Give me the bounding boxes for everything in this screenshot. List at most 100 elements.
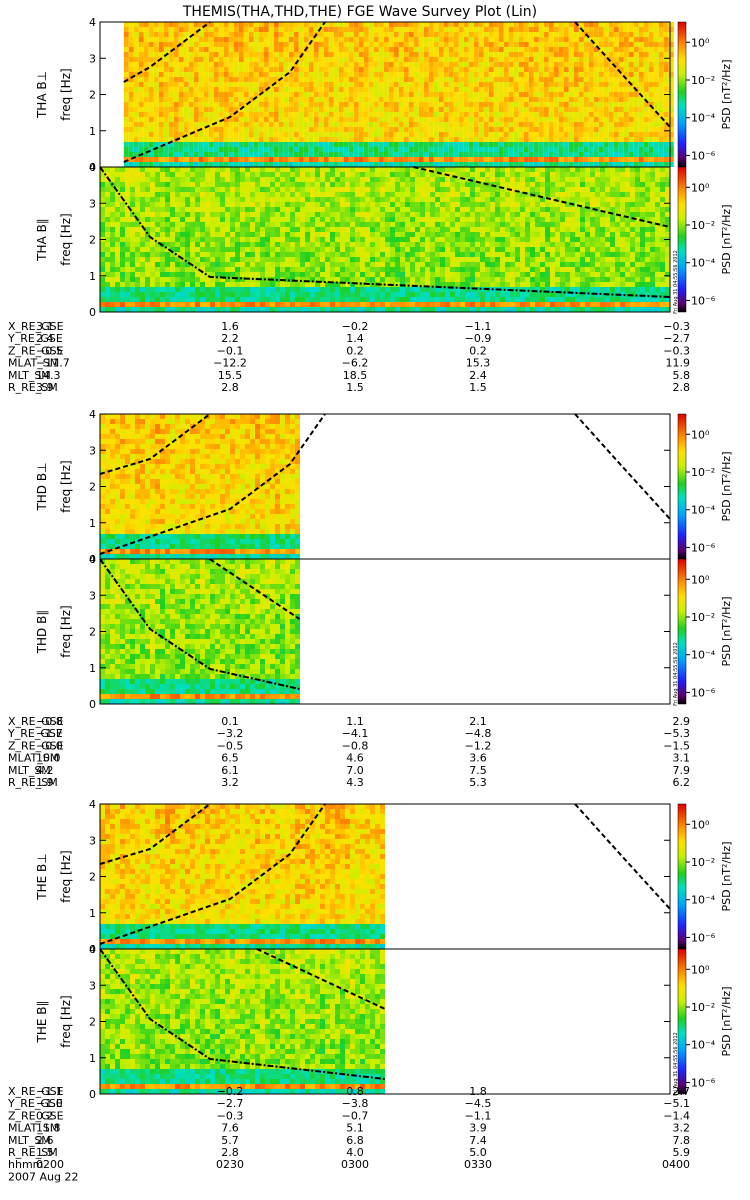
- colorbar-tick-label: 10⁰: [691, 428, 710, 441]
- ephemeris-row-label: MLAT_SM: [8, 752, 59, 765]
- x-tick-label: 0230: [216, 1158, 244, 1171]
- ephemeris-value: 0.2: [346, 344, 364, 357]
- ephemeris-value: −0.3: [663, 344, 690, 357]
- y-tick-label: 2: [89, 234, 96, 247]
- ephemeris-row-label: R_RE_SM: [8, 381, 58, 394]
- colorbar-tick-label: 10⁻⁴: [691, 649, 716, 662]
- y-tick-label: 3: [89, 52, 96, 65]
- colorbar-tick-label: 10⁻⁴: [691, 1039, 716, 1052]
- colorbar-tick-label: 10⁻⁴: [691, 257, 716, 270]
- ephemeris-value: 5.3: [469, 776, 487, 789]
- ephemeris-value: 2.9: [673, 715, 691, 728]
- colorbar-tick-label: 10⁻⁶: [691, 1076, 716, 1089]
- cyclotron-curve: [99, 558, 300, 690]
- ephemeris-value: 15.5: [218, 369, 243, 382]
- ephemeris-value: −1.5: [663, 739, 690, 752]
- ephemeris-value: −0.3: [663, 320, 690, 333]
- cyclotron-curve: [99, 803, 326, 945]
- colorbar: [677, 21, 687, 168]
- y-tick-label: 1: [89, 662, 96, 675]
- ephemeris-value: 5.1: [346, 1122, 364, 1135]
- ephemeris-value: 6.8: [346, 1134, 364, 1147]
- y-tick-label: 2: [89, 626, 96, 639]
- ephemeris-value: 1.1: [346, 715, 364, 728]
- y-tick-label: 1: [89, 125, 96, 138]
- colorbar-tick-label: 10⁻²: [691, 611, 715, 624]
- ephemeris-value: 1.8: [469, 1085, 487, 1098]
- ephemeris-value: −0.9: [465, 332, 492, 345]
- ephemeris-value: −5.1: [663, 1097, 690, 1110]
- ephemeris-value: −11.7: [36, 357, 70, 370]
- ephemeris-value: 2.6: [36, 1134, 54, 1147]
- colorbar-tick-label: 10⁻⁶: [691, 686, 716, 699]
- y-tick-label: 3: [89, 589, 96, 602]
- ephemeris-value: −1.1: [465, 320, 492, 333]
- ephemeris-row-label: Z_RE_GSE: [8, 739, 64, 752]
- x-tick-label: 0330: [464, 1158, 492, 1171]
- figure-title: THEMIS(THA,THD,THE) FGE Wave Survey Plot…: [182, 4, 537, 20]
- y-tick-label: 2: [89, 1016, 96, 1029]
- ephemeris-row-label: MLT_SM: [8, 1134, 51, 1147]
- colorbar-tick-label: 10⁻⁴: [691, 894, 716, 907]
- ephemeris-value: 11.8: [36, 1122, 61, 1135]
- ephemeris-value: 0.1: [221, 715, 239, 728]
- spectrogram-panel-THA-B⊥: 0 1 2 3 4 THA B⊥ freq [Hz] 10⁰ 10⁻² 10⁻⁴ 10⁻⁶ PSD […: [35, 16, 733, 174]
- ephemeris-value: −0.0: [36, 739, 63, 752]
- ephemeris-value: 2.1: [469, 715, 487, 728]
- panel-label: THA B⊥: [35, 71, 49, 119]
- panel-label: THD B⊥: [35, 462, 49, 511]
- ephemeris-value: −0.5: [36, 344, 63, 357]
- ephemeris-value: −0.7: [342, 1109, 369, 1122]
- spectrogram-panel-THD-B∥: 0 1 2 3 4 THD B∥ freq [Hz] 10⁰ 10⁻² 10⁻⁴ 10⁻⁶ PSD […: [35, 553, 733, 711]
- cyclotron-curve: [574, 21, 671, 128]
- colorbar-tick-label: 10⁰: [691, 573, 710, 586]
- ephemeris-value: 2.8: [673, 381, 691, 394]
- ephemeris-value: 2.4: [36, 332, 54, 345]
- ephemeris-value: 18.5: [343, 369, 368, 382]
- ephemeris-row-label: X_RE_GSE: [8, 715, 64, 728]
- ephemeris-value: 2.4: [469, 369, 487, 382]
- colorbar-label: PSD [nT²/Hz]: [720, 841, 733, 911]
- y-tick-label: 0: [89, 553, 96, 566]
- ephemeris-value: 0.2: [36, 1109, 54, 1122]
- y-tick-label: 0: [89, 161, 96, 174]
- ephemeris-value: 6.5: [221, 752, 239, 765]
- ephemeris-value: 1.9: [36, 776, 54, 789]
- cyclotron-curve: [413, 166, 671, 228]
- ephemeris-row-label: MLT_SM: [8, 764, 51, 777]
- ephemeris-value: −6.2: [342, 357, 369, 370]
- panels-layer: 0 1 2 3 4 THA B⊥ freq [Hz] 10⁰ 10⁻² 10⁻⁴ 10⁻⁶ PSD […: [35, 16, 733, 1101]
- colorbar: [677, 166, 687, 313]
- colorbar-label: PSD [nT²/Hz]: [720, 986, 733, 1056]
- y-tick-label: 2: [89, 481, 96, 494]
- cyclotron-curve: [123, 21, 211, 83]
- ephemeris-value: −0.3: [217, 1109, 244, 1122]
- ephemeris-table-THE: X_RE_GSE−1.1 −0.2 0.8 1.8 2.7Y_RE_GSE−1.0 −2.…: [7, 1085, 690, 1183]
- ephemeris-value: 5.0: [469, 1146, 487, 1159]
- ephemeris-value: −1.4: [663, 1109, 690, 1122]
- date-label: 2007 Aug 22: [8, 1170, 78, 1183]
- ephemeris-value: 1.5: [469, 381, 487, 394]
- ephemeris-row-label: MLAT_SM: [8, 357, 59, 370]
- ephemeris-value: 2.2: [221, 332, 239, 345]
- y-tick-label: 4: [89, 943, 96, 956]
- colorbar-tick-label: 10⁰: [691, 181, 710, 194]
- colorbar-tick-label: 10⁻²: [691, 856, 715, 869]
- y-tick-label: 3: [89, 444, 96, 457]
- y-axis-label: freq [Hz]: [59, 850, 73, 902]
- cyclotron-curve: [209, 558, 301, 620]
- ephemeris-row-label: X_RE_GSE: [8, 1085, 64, 1098]
- ephemeris-value: −2.7: [217, 1097, 244, 1110]
- ephemeris-value: 7.8: [673, 1134, 691, 1147]
- ephemeris-value: −4.8: [465, 727, 492, 740]
- colorbar-label: PSD [nT²/Hz]: [720, 451, 733, 521]
- cyclotron-curve: [99, 166, 671, 298]
- colorbar-tick-label: 10⁻²: [691, 219, 715, 232]
- x-tick-label: 0200: [36, 1158, 64, 1171]
- ephemeris-value: 5.9: [673, 1146, 691, 1159]
- ephemeris-row-label: Z_RE_GSE: [8, 344, 64, 357]
- ephemeris-value: −1.1: [36, 1085, 63, 1098]
- ephemeris-value: 5.7: [221, 1134, 239, 1147]
